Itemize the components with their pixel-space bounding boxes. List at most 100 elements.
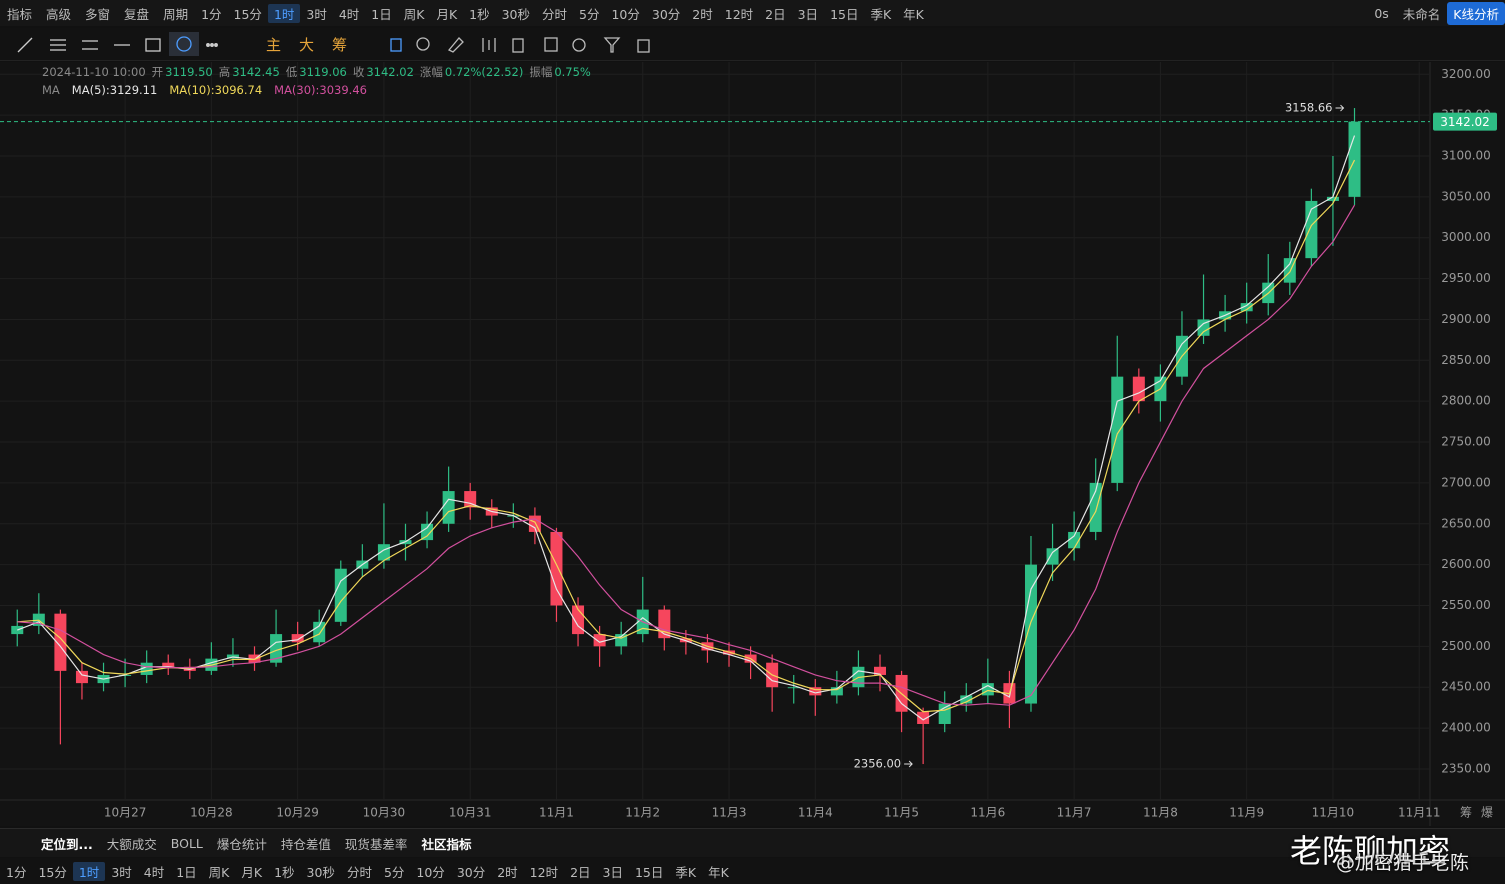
indicator-item[interactable]: 大额成交 bbox=[106, 836, 157, 852]
timeframe[interactable]: 2日 bbox=[765, 6, 786, 22]
timeframe[interactable]: 30分 bbox=[651, 6, 681, 22]
toolbar-item[interactable]: 0s bbox=[1374, 5, 1389, 21]
x-tick-label: 11月6 bbox=[970, 806, 1005, 820]
timeframe[interactable]: 1时 bbox=[72, 861, 106, 881]
menu-item[interactable]: 指标 bbox=[7, 6, 33, 22]
legend-entry: MA(5):3129.11 bbox=[71, 83, 158, 97]
field-value: 3142.02 bbox=[366, 65, 414, 79]
timeframe[interactable]: 3日 bbox=[602, 864, 623, 880]
timeframe[interactable]: 年K bbox=[903, 6, 924, 22]
timeframe[interactable]: 30分 bbox=[456, 864, 486, 880]
timeframe[interactable]: 10分 bbox=[416, 864, 445, 880]
timeframe[interactable]: 3时 bbox=[111, 864, 132, 880]
watermark-handle: @加密猎手老陈 bbox=[1336, 852, 1470, 874]
timeframe[interactable]: 4时 bbox=[143, 864, 165, 880]
tool-icons bbox=[390, 37, 650, 53]
ma-line bbox=[17, 159, 1356, 713]
candle-body bbox=[1240, 303, 1253, 312]
chip[interactable]: 大 bbox=[299, 35, 315, 54]
indicator-item[interactable]: 定位到... bbox=[41, 836, 93, 852]
field-label: 开 bbox=[151, 65, 164, 79]
timeframe[interactable]: 周K bbox=[403, 6, 425, 22]
timeframe[interactable]: 季K bbox=[870, 6, 892, 22]
candle-body bbox=[787, 687, 800, 689]
candle-body bbox=[1089, 482, 1102, 532]
chip[interactable]: 筹 bbox=[332, 35, 348, 54]
timeframe[interactable]: 分时 bbox=[542, 6, 568, 22]
timeframe[interactable]: 年K bbox=[708, 864, 729, 880]
x-tick-label: 11月10 bbox=[1312, 806, 1355, 820]
timeframe[interactable]: 5分 bbox=[383, 864, 405, 880]
toolbar-item[interactable]: 未命名 bbox=[1402, 6, 1441, 22]
timeframe[interactable]: 2时 bbox=[692, 6, 713, 22]
chart-bg bbox=[0, 62, 1505, 826]
timeframe[interactable]: 12时 bbox=[529, 864, 559, 880]
timeframe[interactable]: 分时 bbox=[346, 864, 372, 880]
timeframe[interactable]: 1分 bbox=[6, 864, 27, 880]
timeframe[interactable]: 2日 bbox=[570, 864, 591, 880]
timeframe[interactable]: 15日 bbox=[634, 864, 664, 880]
timeframe[interactable]: 15分 bbox=[38, 864, 67, 880]
candle-body bbox=[54, 613, 67, 671]
extreme-arrow bbox=[904, 760, 913, 768]
timeframe[interactable]: 1秒 bbox=[274, 864, 295, 880]
timeframe[interactable]: 月K bbox=[241, 864, 263, 880]
timeframe[interactable]: 3时 bbox=[306, 6, 327, 22]
y-tick-label: 2850.00 bbox=[1441, 353, 1491, 367]
x-tick-label: 11月3 bbox=[712, 806, 747, 820]
y-tick-label: 2400.00 bbox=[1441, 721, 1491, 735]
timeframe[interactable]: 5分 bbox=[579, 6, 600, 22]
timeframe[interactable]: 4时 bbox=[338, 6, 360, 22]
price-tag-label: 3142.02 bbox=[1440, 115, 1490, 129]
candle-body bbox=[1111, 376, 1124, 483]
indicator-item[interactable]: 爆仓统计 bbox=[216, 836, 267, 852]
x-tick-label: 11月1 bbox=[539, 806, 574, 820]
timeframe[interactable]: 1分 bbox=[201, 6, 222, 22]
timeframe[interactable]: 1时 bbox=[267, 3, 301, 23]
timeframe[interactable]: 30秒 bbox=[501, 6, 531, 22]
menu-item[interactable]: 高级 bbox=[46, 6, 72, 22]
indicator-item[interactable]: BOLL bbox=[170, 835, 203, 851]
ma-line bbox=[17, 204, 1356, 706]
timeframe[interactable]: 12时 bbox=[724, 6, 754, 22]
y-tick-label: 3000.00 bbox=[1441, 230, 1491, 244]
candle-body bbox=[830, 687, 843, 696]
menu-item[interactable]: 多窗 bbox=[85, 6, 111, 22]
indicator-item[interactable]: 持仓差值 bbox=[280, 836, 331, 852]
timeframe[interactable]: 15日 bbox=[830, 6, 859, 22]
extreme-label: 3158.66 bbox=[1285, 101, 1333, 115]
timeframe[interactable]: 1秒 bbox=[469, 6, 490, 22]
candle-body bbox=[1326, 196, 1339, 201]
candle-body bbox=[162, 662, 175, 667]
indicator-item[interactable]: 现货基差率 bbox=[344, 836, 408, 852]
analysis-button[interactable]: K线分析 bbox=[1447, 1, 1505, 25]
x-tick-label: 10月28 bbox=[190, 806, 233, 820]
timeframe[interactable]: 1日 bbox=[176, 864, 197, 880]
field-label: 涨幅 bbox=[419, 65, 443, 79]
ohlc-header: 2024-11-10 10:00 开 3119.50 高 3142.45 低 3119.06… bbox=[36, 63, 591, 99]
extreme-arrow bbox=[1335, 104, 1345, 112]
timeframe[interactable]: 10分 bbox=[611, 6, 640, 22]
field-label: 振幅 bbox=[529, 65, 553, 79]
candle-body bbox=[442, 491, 455, 524]
timeframe[interactable]: 季K bbox=[675, 864, 697, 880]
y-tick-label: 2450.00 bbox=[1441, 680, 1491, 694]
y-tick-label: 3050.00 bbox=[1441, 189, 1491, 203]
timeframe[interactable]: 3日 bbox=[797, 6, 819, 22]
x-tick-label: 11月9 bbox=[1229, 806, 1264, 820]
menu-item[interactable]: 周期 bbox=[163, 6, 189, 22]
y-tick-label: 2700.00 bbox=[1441, 475, 1491, 489]
chip[interactable]: 主 bbox=[266, 35, 282, 54]
timeframe[interactable]: 30秒 bbox=[306, 864, 335, 880]
timeframe[interactable]: 2时 bbox=[497, 864, 518, 880]
timeframe[interactable]: 月K bbox=[436, 6, 458, 22]
indicator-item[interactable]: 社区指标 bbox=[421, 836, 472, 852]
candle-body bbox=[1046, 548, 1059, 565]
timeframe[interactable]: 15分 bbox=[233, 6, 262, 22]
y-tick-label: 2650.00 bbox=[1441, 516, 1491, 530]
menu-item[interactable]: 复盘 bbox=[124, 6, 150, 22]
y-tick-label: 2950.00 bbox=[1441, 271, 1491, 285]
timeframe[interactable]: 1日 bbox=[371, 6, 392, 22]
x-tick-label: 10月31 bbox=[449, 806, 492, 820]
timeframe[interactable]: 周K bbox=[208, 864, 230, 880]
